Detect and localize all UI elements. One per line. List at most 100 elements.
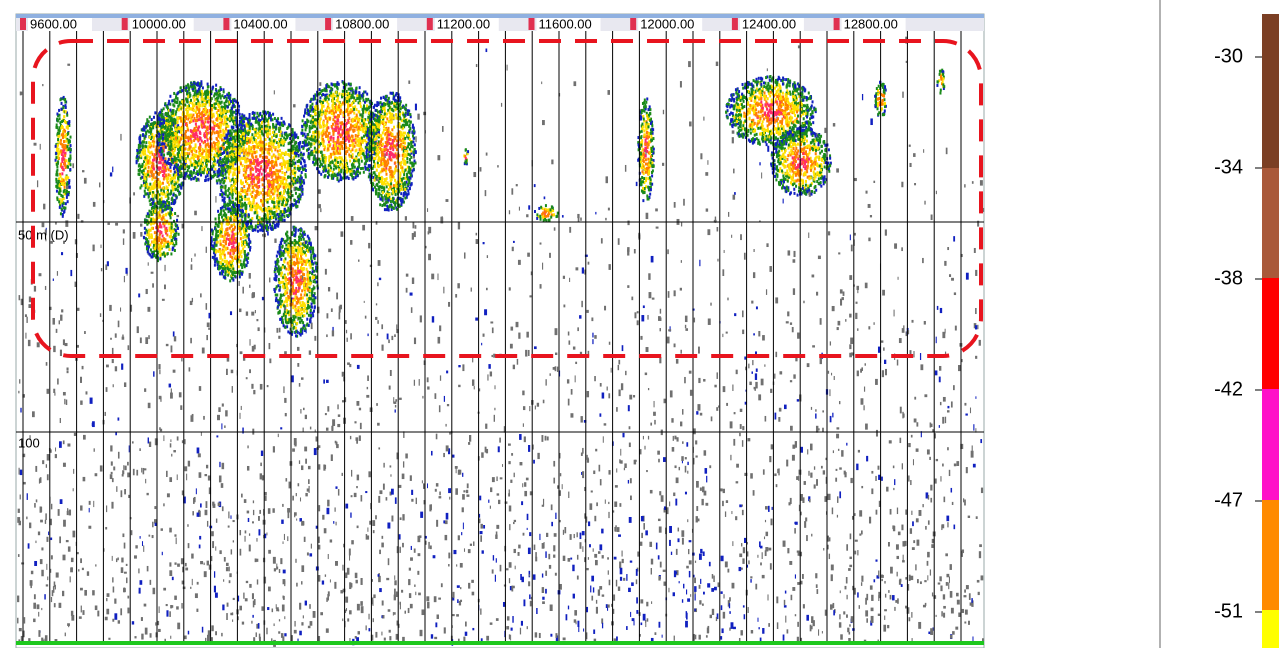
echo-dot: [211, 531, 214, 537]
school-pixel: [220, 123, 223, 127]
school-pixel: [145, 162, 148, 166]
school-pixel: [230, 133, 233, 137]
echo-dot: [432, 555, 436, 559]
school-pixel: [162, 190, 165, 194]
school-pixel: [210, 157, 213, 161]
echo-dot: [786, 459, 789, 467]
school-pixel: [224, 170, 227, 174]
echo-dot: [457, 222, 461, 230]
school-pixel: [208, 90, 211, 94]
echo-dot: [395, 399, 398, 402]
school-pixel: [156, 148, 159, 152]
echo-dot: [330, 308, 333, 312]
echo-dot: [794, 614, 797, 617]
echo-dot: [232, 597, 235, 601]
echo-dot: [239, 529, 242, 536]
echo-dot: [856, 463, 859, 471]
echo-dot: [29, 580, 33, 586]
echo-dot: [695, 455, 698, 458]
school-pixel: [195, 172, 198, 176]
echo-dot: [356, 485, 358, 489]
echo-dot: [662, 109, 665, 115]
echo-dot: [604, 499, 606, 504]
echo-dot: [305, 328, 307, 334]
echo-dot: [365, 534, 368, 540]
school-pixel: [204, 144, 207, 148]
school-pixel: [169, 153, 172, 157]
echo-dot: [411, 277, 415, 284]
echo-dot: [580, 217, 582, 221]
echo-dot: [268, 342, 271, 350]
echo-dot: [112, 618, 115, 622]
echo-dot: [420, 511, 424, 518]
echo-dot: [908, 442, 911, 448]
echo-dot: [627, 249, 630, 256]
echo-dot: [120, 608, 123, 616]
echo-dot: [212, 541, 215, 549]
echo-dot: [115, 558, 118, 563]
school-pixel: [173, 155, 176, 159]
echo-dot: [871, 488, 874, 495]
echo-dot: [350, 216, 354, 221]
echo-dot: [508, 562, 512, 568]
echo-dot: [946, 573, 950, 578]
echo-dot: [152, 587, 156, 595]
school-pixel: [210, 165, 213, 169]
echo-dot: [357, 631, 360, 635]
echo-dot: [192, 511, 194, 516]
echo-dot: [724, 561, 728, 568]
school-pixel: [200, 124, 203, 128]
echo-dot: [767, 594, 769, 601]
school-pixel: [206, 82, 209, 86]
school-pixel: [136, 154, 139, 158]
echo-dot: [526, 214, 529, 218]
echo-dot: [559, 473, 562, 477]
school-pixel: [192, 119, 195, 123]
echo-dot: [532, 444, 534, 450]
echo-dot: [694, 589, 696, 595]
school-pixel: [192, 153, 195, 157]
school-pixel: [55, 146, 58, 150]
school-pixel: [173, 170, 176, 174]
echo-dot: [720, 555, 724, 562]
echo-dot: [249, 339, 251, 346]
school-pixel: [165, 138, 168, 142]
echo-dot: [232, 540, 235, 543]
echo-dot: [919, 581, 922, 585]
school-pixel: [185, 84, 188, 88]
echo-dot: [307, 625, 311, 629]
echo-dot: [187, 460, 191, 467]
school-pixel: [210, 107, 213, 111]
school-pixel: [178, 192, 181, 196]
school-pixel: [150, 197, 153, 201]
echo-dot: [191, 578, 193, 586]
echo-dot: [875, 378, 878, 385]
echo-dot: [408, 593, 412, 599]
school-pixel: [182, 101, 185, 105]
school-pixel: [143, 160, 146, 164]
echo-dot: [473, 386, 475, 390]
echo-dot: [409, 292, 413, 296]
echo-dot: [601, 594, 605, 597]
school-pixel: [240, 145, 243, 149]
echo-dot: [821, 631, 823, 634]
echo-dot: [47, 576, 49, 581]
echo-dot: [272, 508, 275, 513]
echo-dot: [651, 297, 655, 300]
echo-dot: [608, 511, 610, 519]
echo-dot: [624, 164, 627, 172]
school-pixel: [168, 109, 171, 113]
school-pixel: [177, 154, 180, 158]
echo-dot: [526, 513, 529, 521]
school-pixel: [177, 172, 180, 176]
school-pixel: [151, 177, 154, 181]
school-pixel: [62, 201, 65, 205]
school-pixel: [194, 162, 197, 166]
school-pixel: [155, 196, 158, 200]
school-pixel: [60, 162, 63, 166]
echo-dot: [372, 618, 374, 623]
echo-dot: [829, 341, 832, 346]
echo-dot: [170, 345, 173, 353]
echo-dot: [413, 337, 417, 345]
school-pixel: [232, 103, 235, 107]
